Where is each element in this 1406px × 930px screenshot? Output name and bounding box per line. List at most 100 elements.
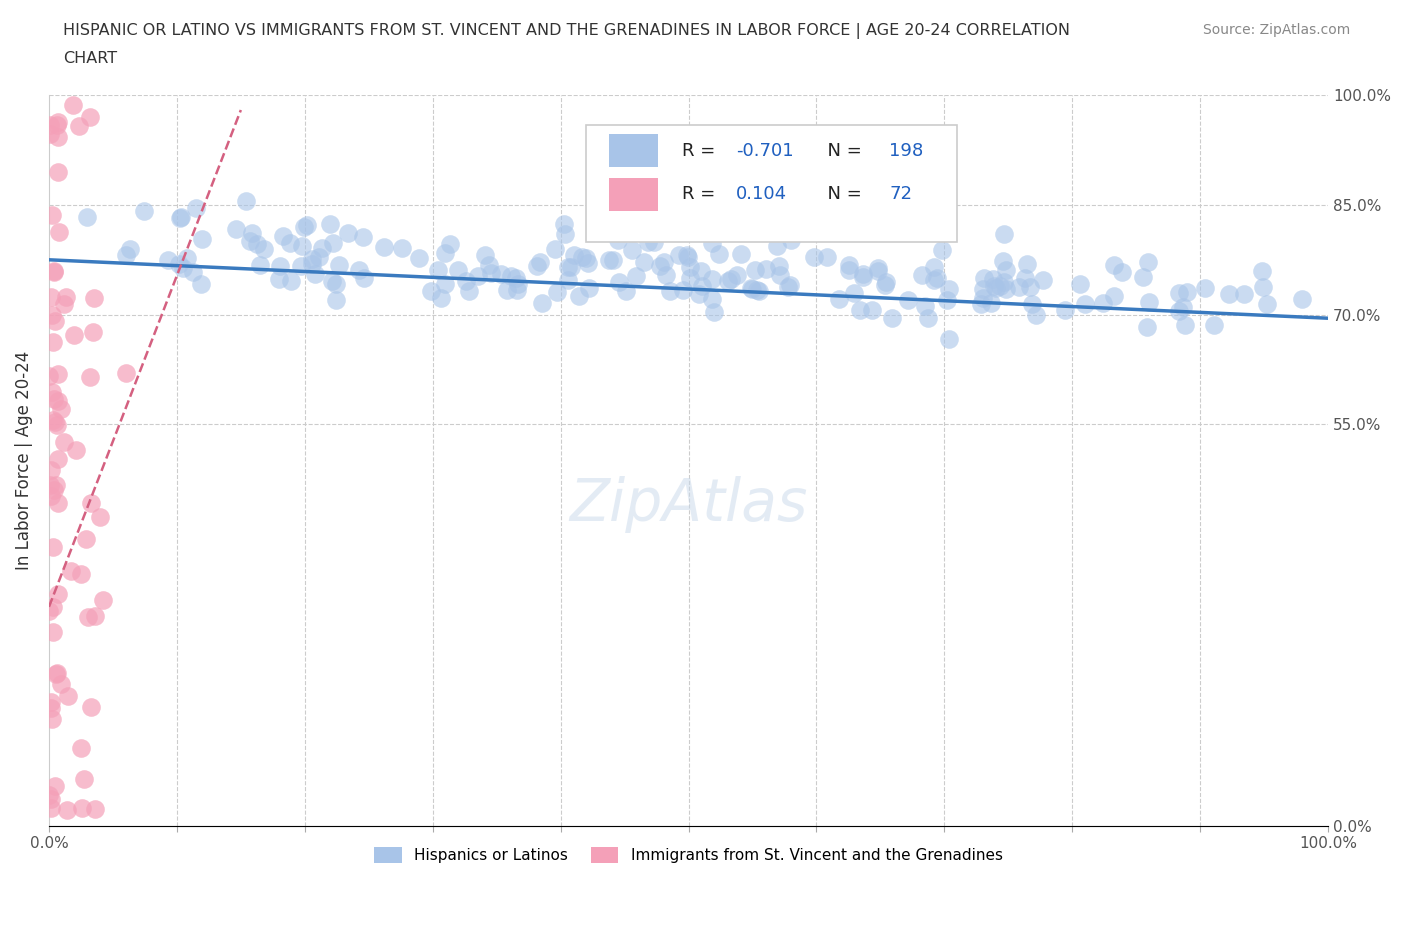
Point xyxy=(55,803,77,817)
Point xyxy=(291,239,314,254)
Point xyxy=(269,259,291,273)
Point xyxy=(560,259,582,274)
Point xyxy=(269,272,291,286)
Point xyxy=(38,368,60,383)
Point xyxy=(529,255,551,270)
Point xyxy=(838,258,860,272)
Point xyxy=(80,496,103,511)
Point xyxy=(70,566,93,581)
Point xyxy=(60,564,83,578)
Point xyxy=(39,478,62,493)
Point xyxy=(295,218,318,232)
Point xyxy=(48,225,70,240)
Point xyxy=(1007,279,1029,294)
Point xyxy=(391,241,413,256)
Point xyxy=(1171,299,1194,314)
Point xyxy=(249,258,271,272)
Point xyxy=(616,283,638,298)
Point xyxy=(506,282,529,297)
Point xyxy=(880,311,903,325)
Point xyxy=(190,276,212,291)
Point xyxy=(769,268,792,283)
Point xyxy=(741,282,763,297)
Point xyxy=(1256,297,1278,312)
Point xyxy=(672,282,695,297)
Point xyxy=(181,264,204,279)
Point xyxy=(1132,270,1154,285)
Point xyxy=(848,302,870,317)
Point xyxy=(938,332,960,347)
Point xyxy=(1073,297,1095,312)
Point xyxy=(984,281,1007,296)
Point xyxy=(170,209,193,224)
Point xyxy=(678,271,700,286)
Point xyxy=(51,402,73,417)
Point xyxy=(38,788,60,803)
Point xyxy=(44,778,66,793)
Point xyxy=(46,666,69,681)
Point xyxy=(668,247,690,262)
Point xyxy=(574,250,596,265)
Point xyxy=(842,286,865,300)
Point xyxy=(526,259,548,273)
Point xyxy=(41,308,63,323)
Point xyxy=(530,295,553,310)
Point xyxy=(1218,286,1240,301)
Point xyxy=(1092,296,1115,311)
Point xyxy=(83,291,105,306)
Point xyxy=(115,247,138,262)
Point xyxy=(626,268,648,283)
Point xyxy=(39,489,62,504)
Point xyxy=(658,284,681,299)
Point xyxy=(80,699,103,714)
Point xyxy=(75,531,97,546)
Point xyxy=(571,249,593,264)
Point xyxy=(45,478,67,493)
Point xyxy=(319,217,342,232)
Point xyxy=(1194,280,1216,295)
Point xyxy=(433,276,456,291)
Point xyxy=(321,273,343,288)
Point xyxy=(970,297,993,312)
Point xyxy=(931,243,953,258)
Point xyxy=(990,279,1012,294)
Point xyxy=(89,510,111,525)
Point xyxy=(779,278,801,293)
Point xyxy=(39,801,62,816)
Point xyxy=(42,539,65,554)
Point xyxy=(1137,294,1160,309)
Point xyxy=(42,624,65,639)
Point xyxy=(46,393,69,408)
Text: -0.701: -0.701 xyxy=(735,141,793,160)
Point xyxy=(1104,289,1126,304)
Point xyxy=(1025,308,1047,323)
Point xyxy=(328,258,350,272)
Point xyxy=(875,275,897,290)
FancyBboxPatch shape xyxy=(609,134,658,167)
Point xyxy=(79,110,101,125)
Point xyxy=(576,256,599,271)
Point xyxy=(304,267,326,282)
Point xyxy=(720,272,742,286)
Point xyxy=(557,272,579,287)
Point xyxy=(93,593,115,608)
Point xyxy=(1136,320,1159,335)
Point xyxy=(42,483,65,498)
Point xyxy=(458,284,481,299)
Point xyxy=(776,280,799,295)
Point xyxy=(730,246,752,261)
Point xyxy=(606,233,628,248)
Point xyxy=(157,252,180,267)
Point xyxy=(675,247,697,262)
Point xyxy=(46,418,69,432)
Point xyxy=(42,263,65,278)
Point xyxy=(52,297,75,312)
Point xyxy=(46,118,69,133)
Point xyxy=(45,667,67,682)
Text: N =: N = xyxy=(817,141,868,160)
Point xyxy=(271,228,294,243)
Text: CHART: CHART xyxy=(63,51,117,66)
Point xyxy=(554,226,576,241)
Point xyxy=(41,711,63,726)
Point xyxy=(508,277,530,292)
